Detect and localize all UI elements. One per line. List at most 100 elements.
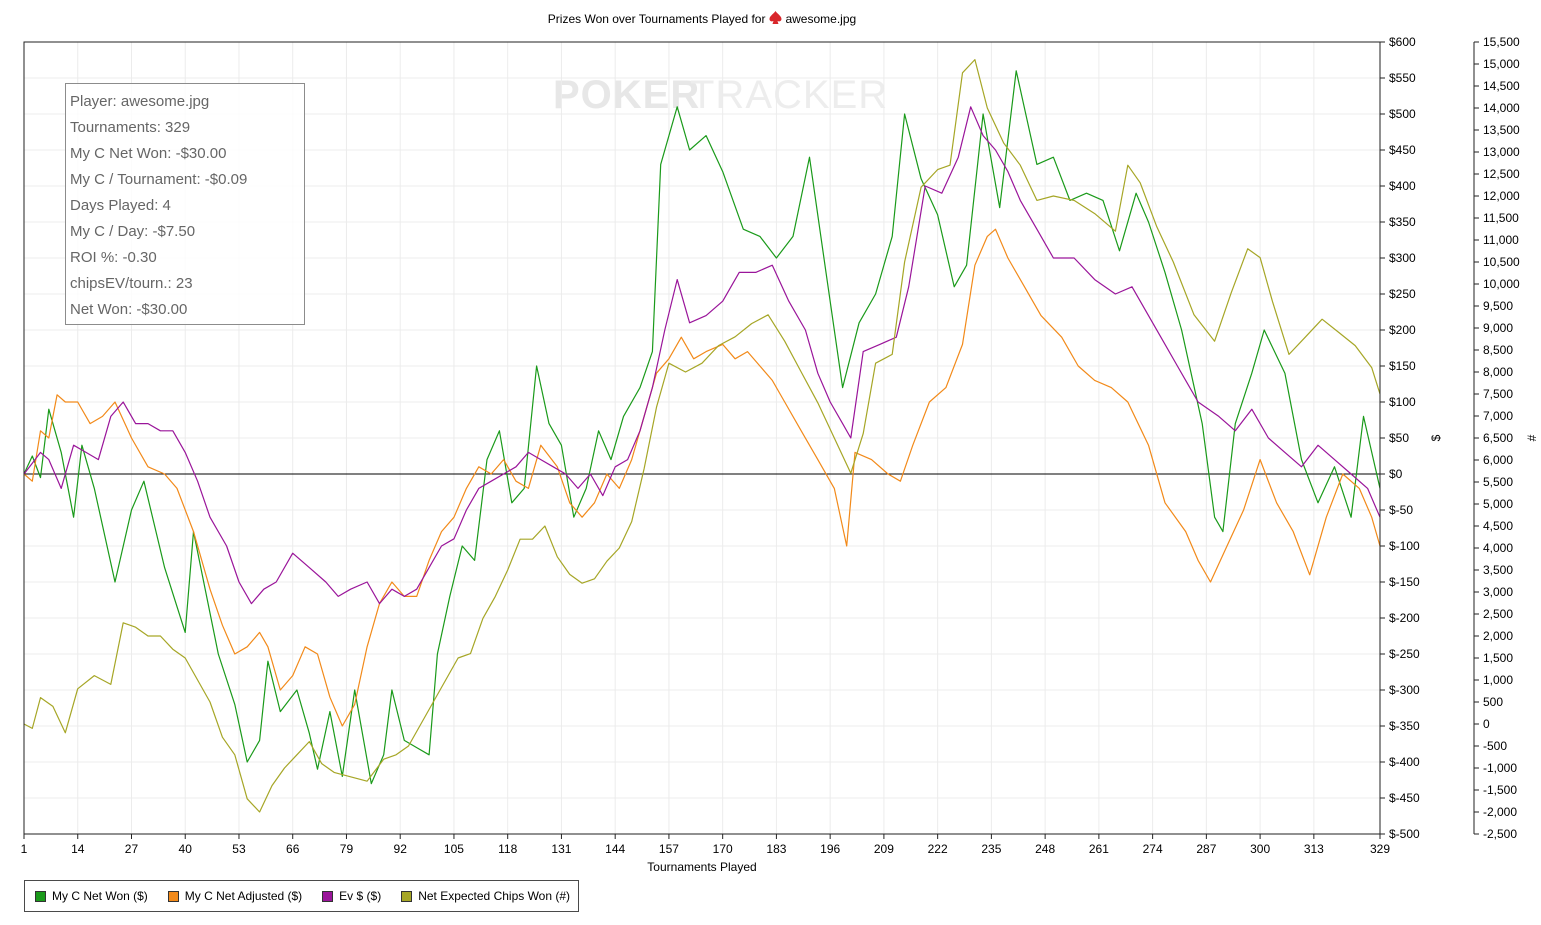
y-left-tick-label: $450 [1389,143,1416,157]
y-right-tick-label: 4,500 [1483,519,1513,533]
x-tick-label: 329 [1370,842,1390,856]
x-tick-label: 196 [820,842,840,856]
y-right-tick-label: 8,500 [1483,343,1513,357]
y-right-tick-label: 4,000 [1483,541,1513,555]
stat-tournaments: Tournaments: 329 [70,119,191,136]
y-right-tick-label: 1,000 [1483,673,1513,687]
legend-label: My C Net Won ($) [52,889,148,903]
series-line-3 [23,59,1381,813]
legend-swatch [167,890,179,902]
y-right-tick-label: 15,500 [1483,35,1520,49]
series-line-0 [23,70,1381,785]
chart-title-text: Prizes Won over Tournaments Played for [548,12,766,26]
legend-swatch [35,890,46,902]
y-left-tick-label: $-300 [1389,683,1420,697]
y-left-tick-label: $250 [1389,287,1416,301]
y-right-tick-label: 500 [1483,695,1503,709]
y-right-tick-label: 2,000 [1483,629,1513,643]
y-axis-left: $-500 $-450 $-400 $-350 $-300 $-250 $-200 $-150… [1380,35,1420,841]
pokertracker-watermark: POKER TRACKER [553,73,888,117]
y-right-tick-label: 14,500 [1483,79,1520,93]
x-tick-label: 1 [21,842,28,856]
x-tick-label: 92 [394,842,408,856]
legend-label: My C Net Adjusted ($) [184,889,303,903]
y-right-tick-label: 15,000 [1483,57,1520,71]
x-axis: 1 14 27 40 53 66 79 92 105 118 131 144 157 170 183 196 2… [21,834,1390,856]
y-left-tick-label: $150 [1389,359,1416,373]
y-right-tick-label: 3,500 [1483,563,1513,577]
y-left-tick-label: $400 [1389,179,1416,193]
stat-chipsev: chipsEV/tourn.: 23 [70,275,193,292]
series-lines [23,59,1381,813]
y-right-tick-label: 9,500 [1483,299,1513,313]
y-right-tick-label: 10,500 [1483,255,1520,269]
x-tick-label: 79 [340,842,354,856]
y-left-tick-label: $550 [1389,71,1416,85]
chart-title-player: awesome.jpg [785,12,856,26]
x-tick-label: 27 [125,842,139,856]
y-right-tick-label: 10,000 [1483,277,1520,291]
y-left-tick-label: $-50 [1389,503,1413,517]
watermark-tracker: TRACKER [690,73,888,117]
legend-swatch [401,890,413,902]
legend-item-expected-chips[interactable]: Net Expected Chips Won (#) [401,889,570,903]
x-tick-label: 287 [1196,842,1216,856]
y-right-tick-label: 13,500 [1483,123,1520,137]
x-tick-label: 144 [605,842,625,856]
x-tick-label: 274 [1143,842,1163,856]
y-right-tick-label: -500 [1483,739,1507,753]
y-right-tick-label: -2,000 [1483,805,1517,819]
x-tick-label: 131 [551,842,571,856]
y-left-tick-label: $100 [1389,395,1416,409]
y-right-tick-label: -2,500 [1483,827,1517,841]
legend-item-net-adjusted[interactable]: My C Net Adjusted ($) [167,889,303,903]
y-right-tick-label: 1,500 [1483,651,1513,665]
y-right-tick-label: 12,000 [1483,189,1520,203]
y-right-tick-label: 7,500 [1483,387,1513,401]
player-stats-box: Player: awesome.jpg Tournaments: 329 My … [65,83,305,325]
legend-label: Net Expected Chips Won (#) [418,889,571,903]
y-right-tick-label: 5,000 [1483,497,1513,511]
y-left-tick-label: $-200 [1389,611,1420,625]
x-tick-label: 209 [874,842,894,856]
y-left-tick-label: $500 [1389,107,1416,121]
x-tick-label: 40 [179,842,193,856]
y-right-tick-label: 2,500 [1483,607,1513,621]
legend-label: Ev $ ($) [339,889,382,903]
y-left-tick-label: $-450 [1389,791,1420,805]
x-axis-label: Tournaments Played [647,860,756,874]
y-left-tick-label: $50 [1389,431,1409,445]
y-left-tick-label: $-100 [1389,539,1420,553]
watermark-poker: POKER [553,73,700,117]
legend: My C Net Won ($) My C Net Adjusted ($) E… [24,880,580,912]
y-right-tick-label: -1,000 [1483,761,1517,775]
y-left-tick-label: $-250 [1389,647,1420,661]
chart-title: Prizes Won over Tournaments Played for a… [548,11,856,26]
x-tick-label: 53 [232,842,246,856]
y-right-tick-label: 12,500 [1483,167,1520,181]
y-axis-right: -2,500 -2,000 -1,500 -1,000 -500 0 500 1,000 1,5… [1473,35,1520,841]
stat-net-won-total: Net Won: -$30.00 [70,301,188,318]
x-tick-label: 105 [444,842,464,856]
legend-item-ev[interactable]: Ev $ ($) [322,889,381,903]
y-right-tick-label: 11,000 [1483,233,1519,247]
y-right-tick-label: 8,000 [1483,365,1513,379]
x-tick-label: 170 [713,842,733,856]
x-tick-label: 222 [928,842,948,856]
y-right-tick-label: 13,000 [1483,145,1520,159]
y-right-tick-label: -1,500 [1483,783,1517,797]
x-tick-label: 313 [1304,842,1324,856]
y-right-tick-label: 9,000 [1483,321,1513,335]
y-left-tick-label: $300 [1389,251,1416,265]
legend-item-net-won[interactable]: My C Net Won ($) [35,889,148,903]
y-left-tick-label: $-400 [1389,755,1420,769]
x-tick-label: 183 [766,842,786,856]
y-right-tick-label: 5,500 [1483,475,1513,489]
y-right-tick-label: 11,500 [1483,211,1519,225]
x-tick-label: 66 [286,842,300,856]
y-left-tick-label: $200 [1389,323,1416,337]
y-right-tick-label: 0 [1483,717,1490,731]
x-tick-label: 248 [1035,842,1055,856]
y-right-tick-label: 7,000 [1483,409,1513,423]
